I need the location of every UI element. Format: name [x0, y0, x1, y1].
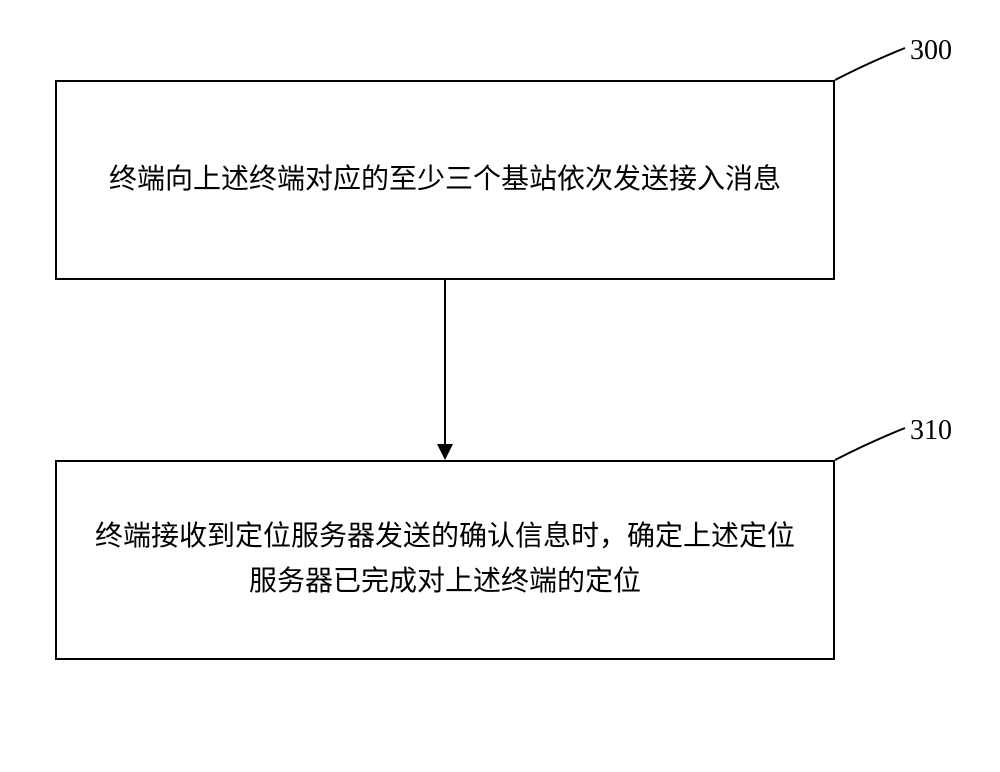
- flowchart-box-step1: 终端向上述终端对应的至少三个基站依次发送接入消息: [55, 80, 835, 280]
- flowchart-box-step2: 终端接收到定位服务器发送的确认信息时，确定上述定位服务器已完成对上述终端的定位: [55, 460, 835, 660]
- step2-text: 终端接收到定位服务器发送的确认信息时，确定上述定位服务器已完成对上述终端的定位: [87, 515, 803, 605]
- step1-text: 终端向上述终端对应的至少三个基站依次发送接入消息: [109, 158, 781, 203]
- step2-label: 310: [910, 415, 952, 447]
- step1-label: 300: [910, 35, 952, 67]
